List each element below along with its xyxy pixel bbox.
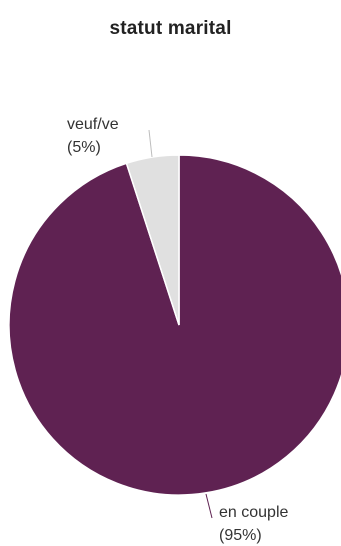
- slice-percent-label: (95%): [219, 527, 262, 544]
- chart-title: statut marital: [109, 18, 232, 39]
- slice-percent-label: (5%): [67, 139, 101, 156]
- slice-label: en couple: [219, 504, 288, 521]
- label-leader-line: [148, 129, 153, 158]
- label-leader-line: [205, 493, 213, 519]
- pie-slice-veuf-ve: [125, 154, 180, 326]
- slice-label: veuf/ve: [67, 116, 119, 133]
- pie-slice-en-couple: [8, 154, 341, 496]
